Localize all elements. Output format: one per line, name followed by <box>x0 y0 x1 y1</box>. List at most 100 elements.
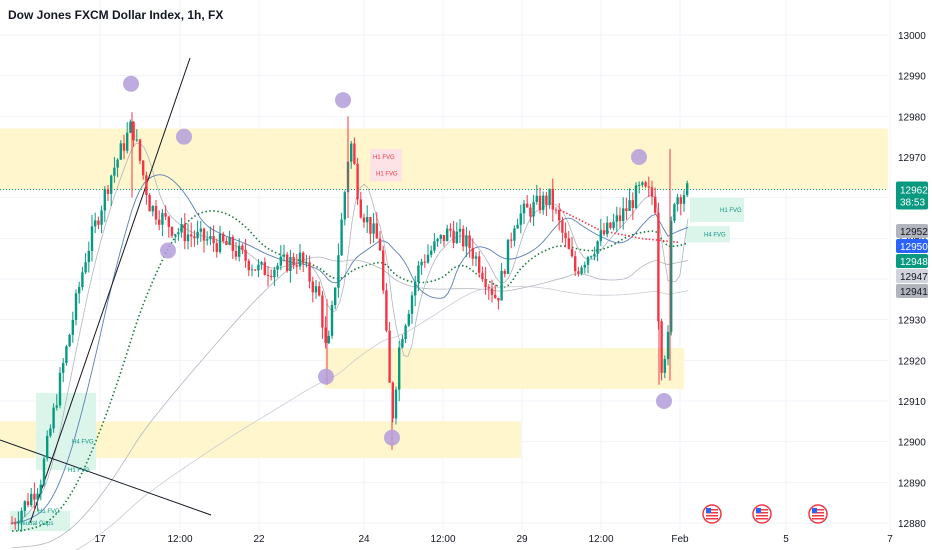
candle <box>430 245 433 258</box>
candle <box>638 181 641 194</box>
moving-average-line <box>11 174 689 524</box>
price-tag <box>896 239 928 253</box>
candle <box>42 455 46 487</box>
economic-events[interactable] <box>702 504 828 524</box>
candle <box>401 334 404 349</box>
candle <box>161 208 164 237</box>
candle <box>295 253 298 275</box>
candle <box>215 238 218 258</box>
candle <box>446 224 449 242</box>
chart-title: Dow Jones FXCM Dollar Index, 1h, FX <box>8 8 224 22</box>
moving-averages <box>11 142 689 550</box>
candle <box>420 258 423 275</box>
candle <box>612 213 615 231</box>
candle <box>606 216 609 238</box>
candle <box>190 222 193 248</box>
candle <box>52 403 55 433</box>
candle <box>113 157 116 183</box>
candle <box>666 325 670 366</box>
candle <box>548 188 551 209</box>
candle <box>311 276 314 303</box>
candle <box>81 266 84 291</box>
candle <box>289 249 292 283</box>
candle <box>542 191 545 215</box>
candle <box>314 279 318 299</box>
us-flag-icon[interactable] <box>702 504 722 524</box>
candle <box>474 252 478 267</box>
candle <box>449 223 452 238</box>
candle <box>87 241 90 273</box>
candle <box>180 217 183 238</box>
candle <box>682 190 686 212</box>
candle <box>308 255 311 289</box>
candle <box>526 195 529 208</box>
candle <box>10 516 14 525</box>
fvg-label: H4 FVG <box>704 232 726 238</box>
moving-average-line <box>11 256 689 548</box>
candle <box>212 225 215 252</box>
moving-average-line <box>559 209 681 244</box>
swing-marker <box>318 368 334 385</box>
us-flag-icon[interactable] <box>752 504 772 524</box>
price-tag <box>896 269 928 283</box>
fvg-labels: H1 FVG H1 FVG H1 FVG H4 FVG H4 FVG H1 FVG H1 F… <box>18 155 742 527</box>
candle <box>71 311 74 343</box>
candle <box>254 269 257 272</box>
candle <box>622 197 625 230</box>
candle <box>593 246 596 261</box>
candle <box>433 232 436 254</box>
candle <box>30 487 33 508</box>
candle <box>103 186 106 223</box>
candle <box>538 187 542 214</box>
time-axis[interactable]: 17 12:00 22 24 12:00 29 12:00 Feb 5 7 <box>94 534 893 545</box>
us-flag-icon[interactable] <box>808 504 828 524</box>
candle <box>577 266 580 277</box>
candle <box>122 134 126 160</box>
fvg-box <box>370 148 402 166</box>
price-tag-value: 12950 <box>900 242 928 253</box>
zones-layer <box>0 128 888 532</box>
candle <box>497 297 500 310</box>
candle <box>353 137 356 165</box>
candle <box>503 268 506 278</box>
candle <box>529 203 532 223</box>
candle <box>519 204 522 234</box>
candle <box>676 193 679 212</box>
candle <box>14 517 17 530</box>
candle <box>644 180 647 188</box>
fvg-label: Neutral Gaps <box>18 521 53 527</box>
candle <box>282 244 286 262</box>
candle <box>298 244 302 270</box>
y-tick-label: 13000 <box>898 31 926 42</box>
fvg-label: H4 FVG <box>72 440 94 446</box>
candle <box>490 279 494 303</box>
candle <box>654 187 657 215</box>
candle <box>513 225 516 247</box>
candle <box>58 367 62 409</box>
candle <box>135 129 138 142</box>
candle <box>279 245 282 271</box>
y-tick-label: 12900 <box>898 438 926 449</box>
y-tick-label: 12910 <box>898 397 926 408</box>
candle <box>359 191 362 219</box>
candle <box>350 140 353 169</box>
candle <box>148 193 151 212</box>
candle <box>417 261 420 292</box>
candle <box>596 240 599 262</box>
candle <box>398 341 401 402</box>
candle <box>196 220 199 245</box>
candle <box>193 230 196 247</box>
candle <box>343 190 346 226</box>
current-price-value: 12962 <box>900 186 928 197</box>
candle <box>218 225 222 254</box>
y-tick-label: 12920 <box>898 356 926 367</box>
candle <box>94 212 97 234</box>
candle <box>90 215 94 262</box>
swing-marker <box>384 429 400 446</box>
candle <box>468 230 471 258</box>
candle <box>442 234 446 247</box>
candle <box>330 300 334 339</box>
candle <box>618 207 622 228</box>
